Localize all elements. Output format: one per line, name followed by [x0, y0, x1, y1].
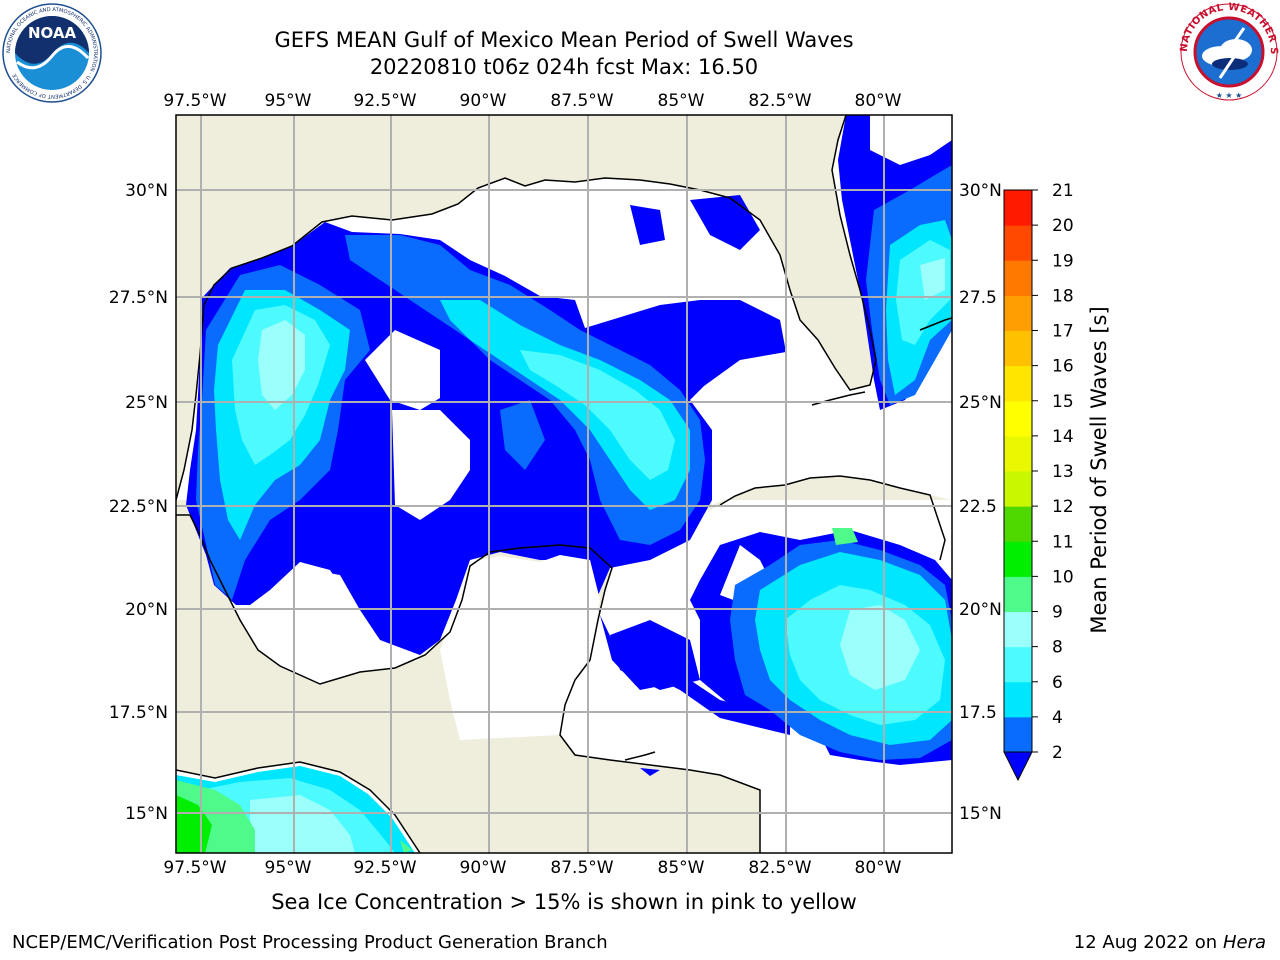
colorbar-segment: [1004, 330, 1032, 367]
lat-label: 22.5°N: [109, 497, 168, 517]
lon-label: 82.5°W: [748, 858, 811, 878]
colorbar-segment: [1004, 365, 1032, 402]
colorbar-segment: [1004, 260, 1032, 296]
lat-label: 22.5: [959, 497, 997, 517]
footer-credit: NCEP/EMC/Verification Post Processing Pr…: [12, 932, 608, 953]
colorbar-segment: [1004, 435, 1032, 472]
lon-label: 80°W: [855, 858, 902, 878]
lon-labels-top: 97.5°W 95°W 92.5°W 90°W 87.5°W 85°W 82.5°W 80°W: [163, 91, 901, 111]
pacific-swell-shading: [176, 528, 858, 853]
lon-label: 90°W: [460, 858, 507, 878]
lon-labels-bottom: 97.5°W 95°W 92.5°W 90°W 87.5°W 85°W 82.5°W 80°W: [163, 858, 901, 878]
colorbar-segment: [1004, 506, 1032, 542]
lat-label: 27.5°N: [109, 288, 168, 308]
noaa-logo-text: NOAA: [28, 24, 77, 42]
colorbar-tick-label: 21: [1052, 181, 1074, 201]
map-area: [176, 115, 952, 853]
colorbar-tick-label: 14: [1052, 427, 1074, 447]
colorbar-tick-label: 6: [1052, 673, 1063, 693]
lat-label: 30°N: [125, 181, 168, 201]
colorbar-tick-label: 10: [1052, 567, 1074, 587]
lon-label: 92.5°W: [353, 91, 416, 111]
lon-label: 85°W: [658, 858, 705, 878]
colorbar: 2 4 6 8 9 10 11 12 13 14 15 16 17 18 19 20 21: [1003, 181, 1074, 782]
colorbar-segment: [1004, 716, 1032, 753]
lon-label: 97.5°W: [163, 91, 226, 111]
lon-label: 90°W: [460, 91, 507, 111]
colorbar-segment: [1004, 681, 1032, 718]
lon-label: 80°W: [855, 91, 902, 111]
colorbar-tick-label: 13: [1052, 462, 1074, 482]
lat-label: 25°N: [959, 393, 1002, 413]
colorbar-tick-label: 8: [1052, 638, 1063, 658]
coastlines: [176, 115, 952, 853]
svg-text:★ ★ ★: ★ ★ ★: [1216, 91, 1243, 100]
lon-label: 82.5°W: [748, 91, 811, 111]
lon-label: 87.5°W: [550, 858, 613, 878]
swell-shading-gaps: [250, 330, 952, 740]
lat-label: 15°N: [125, 804, 168, 824]
colorbar-tick-label: 2: [1052, 743, 1063, 763]
colorbar-segment: [1004, 190, 1032, 226]
lat-label: 20°N: [125, 600, 168, 620]
lat-label: 30°N: [959, 181, 1002, 201]
colorbar-tick-label: 12: [1052, 497, 1074, 517]
colorbar-segment: [1004, 611, 1032, 648]
lat-label: 17.5°N: [109, 703, 168, 723]
colorbar-segment: [1004, 295, 1032, 331]
colorbar-tick-label: 4: [1052, 708, 1063, 728]
colorbar-segment: [1004, 225, 1032, 261]
footer-date: 12 Aug 2022 on Hera: [1074, 932, 1266, 953]
lat-label: 20°N: [959, 600, 1002, 620]
lon-label: 87.5°W: [550, 91, 613, 111]
colorbar-label: Mean Period of Swell Waves [s]: [1087, 306, 1111, 633]
noaa-logo: NOAA NATIONAL OCEANIC AND ATMOSPHERIC AD…: [2, 3, 102, 103]
lon-label: 97.5°W: [163, 858, 226, 878]
colorbar-tick-label: 11: [1052, 532, 1074, 552]
colorbar-segment: [1004, 646, 1032, 683]
lat-label: 27.5: [959, 288, 997, 308]
lat-label: 25°N: [125, 393, 168, 413]
lat-label: 17.5: [959, 703, 997, 723]
lat-labels-right: 30°N 27.5 25°N 22.5 20°N 17.5 15°N: [959, 181, 1002, 824]
colorbar-tick-label: 18: [1052, 286, 1074, 306]
lon-label: 95°W: [265, 858, 312, 878]
colorbar-segment: [1004, 541, 1032, 577]
colorbar-tick-label: 17: [1052, 322, 1074, 342]
colorbar-tick-label: 20: [1052, 216, 1074, 236]
colorbar-tick-label: 16: [1052, 357, 1074, 377]
colorbar-segment: [1004, 471, 1032, 507]
lat-label: 15°N: [959, 804, 1002, 824]
graticule: [176, 115, 952, 853]
map-frame: [175, 114, 953, 854]
lat-labels-left: 30°N 27.5°N 25°N 22.5°N 20°N 17.5°N 15°N: [109, 181, 168, 824]
footer-host: Hera: [1222, 932, 1266, 953]
colorbar-segment: [1004, 400, 1032, 437]
colorbar-segment: [1004, 576, 1032, 612]
lon-label: 85°W: [658, 91, 705, 111]
sea-ice-note: Sea Ice Concentration > 15% is shown in …: [271, 890, 857, 914]
lon-label: 95°W: [265, 91, 312, 111]
footer-date-text: 12 Aug 2022 on: [1073, 932, 1218, 953]
colorbar-tick-label: 19: [1052, 251, 1074, 271]
nws-logo: NATIONAL WEATHER SERVICE ★ ★ ★: [1178, 2, 1279, 101]
colorbar-extend-arrow: [1003, 751, 1033, 782]
chart-title: GEFS MEAN Gulf of Mexico Mean Period of …: [274, 28, 854, 52]
lon-label: 92.5°W: [353, 858, 416, 878]
chart-subtitle: 20220810 t06z 024h fcst Max: 16.50: [369, 55, 759, 79]
colorbar-tick-label: 15: [1052, 392, 1074, 412]
colorbar-tick-label: 9: [1052, 603, 1063, 623]
